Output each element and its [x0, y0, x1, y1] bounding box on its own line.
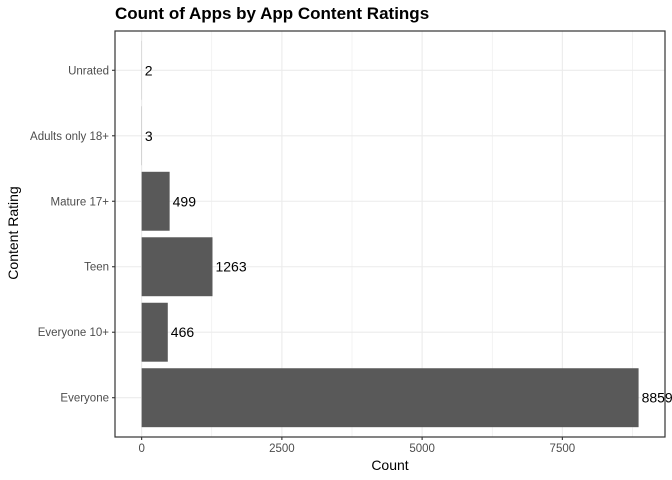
data-label: 2 [145, 62, 153, 78]
x-tick-label: 2500 [269, 443, 295, 455]
y-tick-label: Teen [84, 262, 109, 274]
y-axis: Everyone Everyone 10+ Teen Mature 17+ Adults… [30, 65, 115, 405]
y-axis-label: Content Rating [5, 186, 21, 279]
data-label: 1263 [215, 259, 246, 275]
chart-title: Count of Apps by App Content Ratings [115, 4, 429, 23]
x-tick-label: 0 [138, 443, 144, 455]
panel-border [114, 30, 666, 438]
bar [141, 368, 639, 428]
x-tick-label: 5000 [409, 443, 435, 455]
data-label: 499 [173, 193, 197, 209]
x-axis: 0 2500 5000 7500 [138, 437, 575, 455]
data-label: 8859 [642, 390, 672, 406]
bar [141, 237, 213, 297]
y-tick-label: Everyone [60, 393, 109, 405]
x-axis-label: Count [371, 457, 408, 473]
bar [141, 171, 170, 231]
data-label: 3 [145, 128, 153, 144]
x-tick-label: 7500 [550, 443, 576, 455]
y-tick-label: Unrated [68, 65, 109, 77]
bars [141, 40, 639, 428]
bar [141, 302, 168, 362]
y-tick-label: Mature 17+ [51, 196, 110, 208]
data-label: 466 [171, 324, 195, 340]
y-tick-label: Adults only 18+ [30, 131, 109, 143]
y-tick-label: Everyone 10+ [38, 327, 110, 339]
data-labels: 8859 466 1263 499 3 2 [145, 62, 672, 405]
